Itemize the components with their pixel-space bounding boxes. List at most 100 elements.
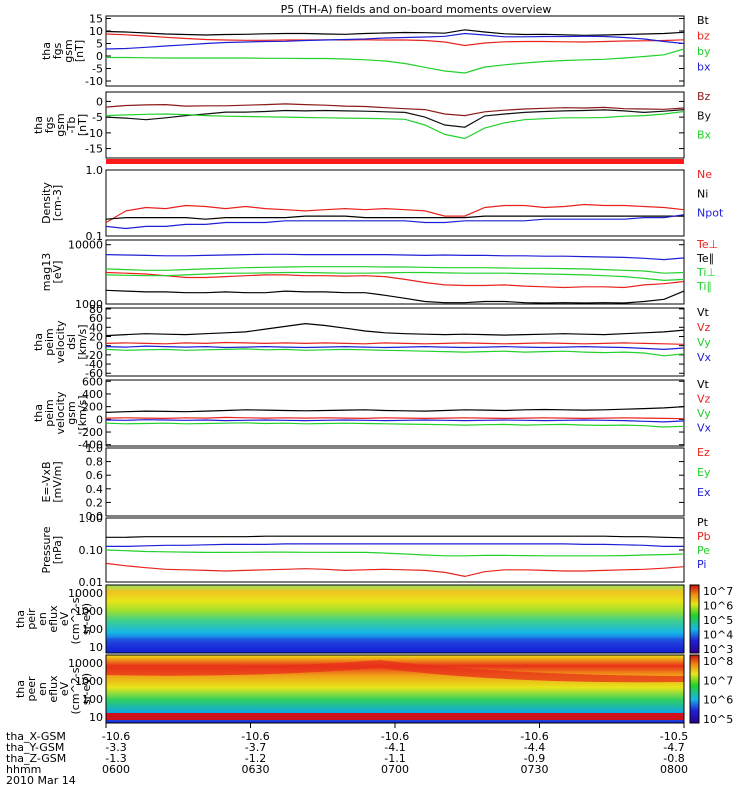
ephemeris-value: -10.6: [520, 730, 548, 743]
y-axis-label: tha: [32, 404, 45, 422]
series-line-Pe: [105, 549, 685, 557]
colorbar-label: 10^3: [703, 643, 733, 656]
panel-density: 1.0 0.1 Density[cm-3] Ne Ni Npot: [40, 164, 724, 243]
y-tick-label: 0.8: [86, 456, 104, 469]
legend-Vt: Vt: [697, 378, 710, 391]
y-axis-label: [cm-3]: [51, 185, 64, 221]
y-tick-label: 0: [96, 413, 103, 426]
legend-Ey: Ey: [697, 466, 711, 479]
y-tick-label: 1.00: [79, 512, 104, 525]
ephemeris-label: tha_Y-GSM: [6, 741, 64, 754]
series-line-by: [106, 48, 685, 74]
panel-axes: [105, 239, 685, 305]
legend-Vt: Vt: [697, 306, 710, 319]
legend-Ti⊥: Ti⊥: [696, 266, 716, 279]
legend-Ne: Ne: [697, 168, 712, 181]
ephemeris-value: 0800: [660, 763, 688, 776]
peir-low-energy-band: [106, 638, 684, 653]
y-axis-label: Pressure: [40, 526, 53, 573]
date-label: 2010 Mar 14: [6, 774, 76, 787]
legend-Vy: Vy: [697, 336, 711, 349]
y-tick-label: 20: [89, 330, 103, 343]
y-tick-label: 0.01: [79, 576, 104, 589]
y-tick-label: 5: [96, 38, 103, 51]
colorbar-label: 10^7: [703, 585, 733, 598]
y-axis-label: eflux: [47, 605, 60, 633]
panel-peir_spec: 10000 1000 100 10 thapeirenefluxeV(cm^2-s-sr…: [14, 585, 733, 656]
y-tick-label: 1.0: [86, 442, 104, 455]
y-tick-label: 0.2: [86, 496, 104, 509]
y-axis-label: Density: [40, 182, 53, 224]
y-axis-label: eV: [58, 681, 71, 696]
y-axis-label: tha: [32, 333, 45, 351]
series-line-Bt: [105, 29, 685, 36]
y-tick-label: 0: [96, 340, 103, 353]
peer-spectrogram: [105, 654, 685, 724]
colorbar-label: 10^7: [703, 674, 733, 687]
series-line-Bz: [105, 103, 685, 117]
panel-axes: [105, 517, 685, 583]
y-tick-label: 15: [89, 13, 103, 26]
legend-by: by: [697, 45, 711, 58]
y-tick-label: 10000: [68, 657, 103, 670]
legend-Pi: Pi: [697, 558, 706, 571]
colorbar-label: 10^5: [703, 614, 733, 627]
panel-efield: 1.00.80.60.40.20.0 E=-VxB[mV/m] Ez Ey Ex: [40, 442, 711, 523]
separator-bar: [106, 159, 684, 164]
legend-Pe: Pe: [697, 544, 710, 557]
ephemeris-value: -10.6: [381, 730, 409, 743]
ephemeris-value: -4.1: [384, 741, 405, 754]
ephemeris-value: -1.2: [245, 752, 266, 765]
series-line-extra: [105, 253, 685, 261]
series-line-Vy: [105, 422, 685, 428]
y-axis-label: peir: [25, 608, 38, 630]
legend-Vz: Vz: [697, 393, 711, 406]
y-tick-label: 1000: [75, 675, 103, 688]
y-axis-label: [km/s]: [76, 324, 89, 359]
legend-bz: bz: [697, 30, 710, 43]
panel-axes: [105, 91, 685, 159]
series-line-Vz: [105, 341, 685, 345]
legend-Bz: Bz: [697, 90, 711, 103]
y-tick-label: 200: [82, 401, 103, 414]
legend-Vx: Vx: [697, 351, 712, 364]
y-tick-label: 100: [82, 693, 103, 706]
colorbar-label: 10^4: [703, 629, 733, 642]
colorbar-label: 10^8: [703, 655, 733, 668]
y-tick-label: -15: [85, 143, 103, 156]
series-line-Vx: [105, 419, 685, 423]
series-line-Te∥: [105, 289, 685, 304]
y-axis-label: E=-VxB: [40, 461, 53, 502]
y-axis-label: velocity: [54, 391, 67, 434]
legend-Pb: Pb: [697, 530, 711, 543]
y-axis-label: eflux: [47, 675, 60, 703]
ephemeris-value: -3.7: [245, 741, 266, 754]
series-line-Ne: [105, 203, 685, 224]
y-axis-label: gsm: [54, 113, 67, 136]
y-axis-label: [mV/m]: [51, 461, 64, 502]
y-tick-label: 0.1: [86, 230, 104, 243]
series-line-Ti∥: [105, 271, 685, 282]
series-line-Npot: [105, 214, 685, 230]
ephemeris-label: tha_Z-GSM: [6, 752, 66, 765]
y-tick-label: -400: [78, 439, 103, 452]
y-axis-label: dsl: [65, 334, 78, 350]
legend-Ez: Ez: [697, 446, 710, 459]
ephemeris-value: 0730: [521, 763, 549, 776]
series-line-Ni: [105, 215, 684, 220]
panel-peer_spec: 10000 1000 100 10 thapeerenefluxeV(cm^2-s-sr…: [14, 655, 733, 726]
y-axis-label: [nPa]: [51, 536, 64, 564]
y-tick-label: -10: [85, 127, 103, 140]
panel-axes: [105, 379, 685, 447]
series-line-Bx: [105, 110, 685, 140]
y-axis-label: (cm^2-s-: [69, 594, 82, 645]
ephemeris-value: 0700: [381, 763, 409, 776]
y-axis-label: [eV]: [51, 261, 64, 284]
ephemeris-value: 0600: [102, 763, 130, 776]
legend-Vz: Vz: [697, 321, 711, 334]
series-line-By: [105, 109, 685, 128]
y-tick-label: 10000: [68, 587, 103, 600]
